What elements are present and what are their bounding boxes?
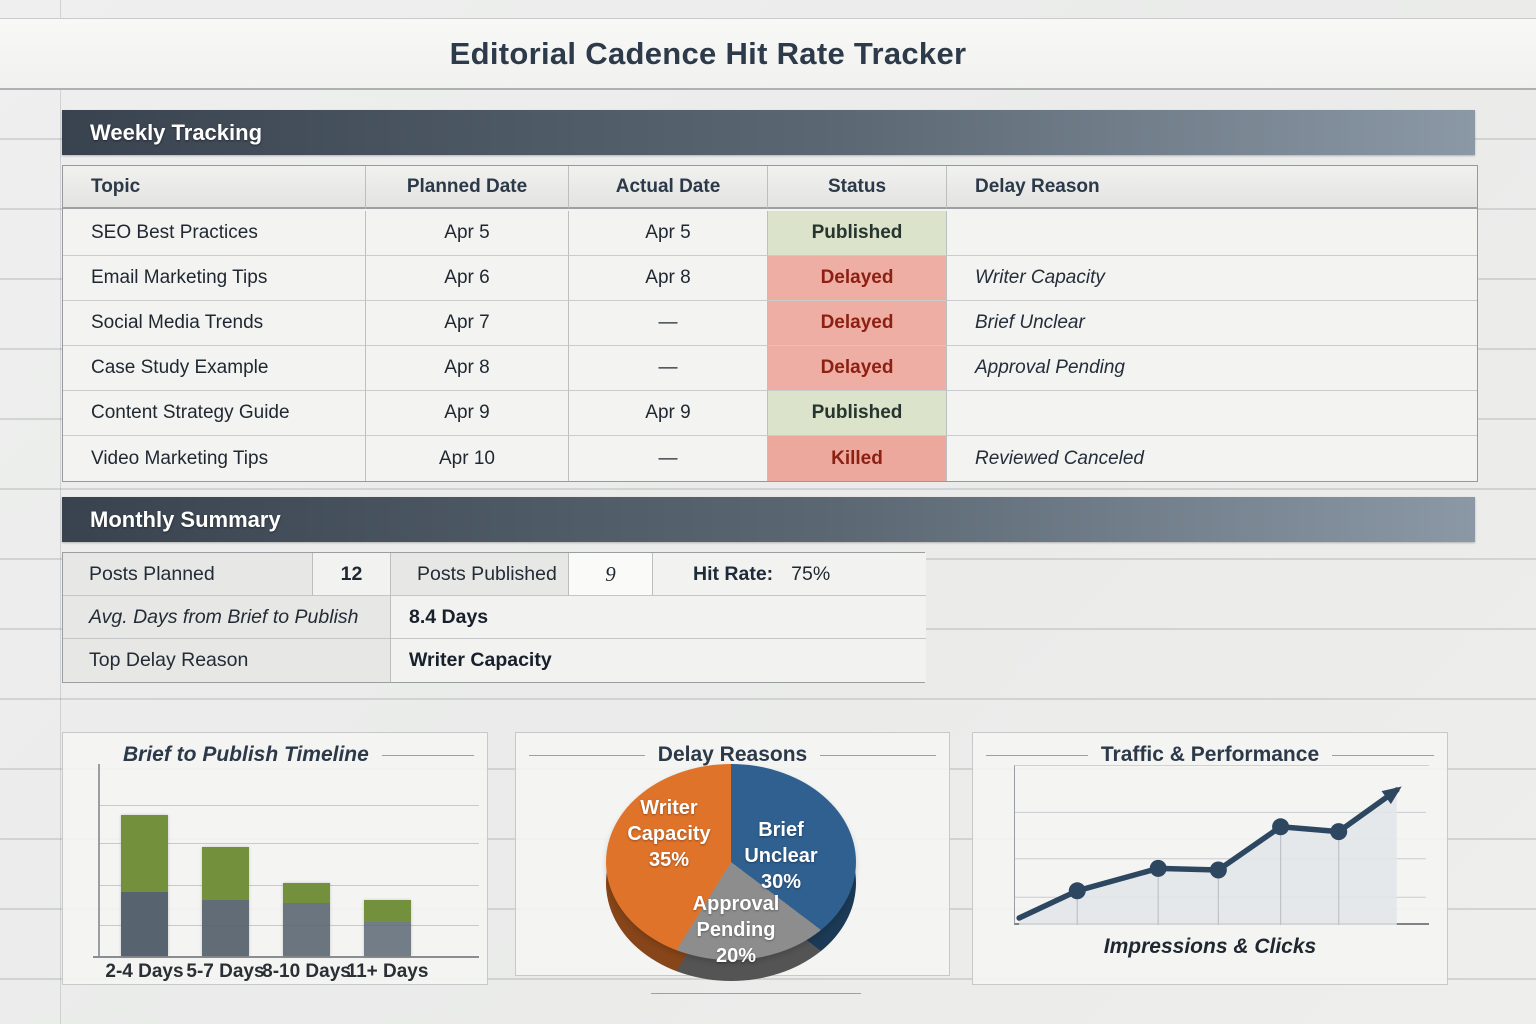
title-band: Editorial Cadence Hit Rate Tracker (0, 18, 1536, 90)
status-badge: Published (768, 391, 947, 436)
planned-cell: Apr 8 (366, 346, 569, 391)
pie-slice-label-brief-unclear: Brief Unclear 30% (744, 819, 818, 893)
status-badge: Published (768, 211, 947, 256)
reason-cell (947, 211, 1477, 256)
planned-cell: Apr 6 (366, 256, 569, 301)
title-rule (381, 754, 474, 756)
pie-chart-title-row: Delay Reasons (516, 741, 949, 769)
planned-cell: Apr 10 (366, 436, 569, 481)
reason-cell (947, 391, 1477, 436)
bar-chart-panel: Brief to Publish Timeline 2-4 Days 5-7 Da… (62, 732, 488, 985)
page-margin-rule (60, 0, 61, 1024)
col-header-planned-date: Planned Date (366, 166, 569, 209)
hit-rate-cell: Hit Rate: 75% (653, 553, 926, 596)
pie-chart (606, 764, 856, 960)
actual-cell: — (569, 346, 768, 391)
status-badge: Delayed (768, 301, 947, 346)
posts-published-value: 9 (569, 553, 653, 596)
actual-cell: Apr 9 (569, 391, 768, 436)
pie-slice-label-writer-capacity: Writer Capacity 35% (627, 797, 711, 871)
reason-cell: Writer Capacity (947, 256, 1477, 301)
hit-rate-value: 75% (791, 562, 831, 585)
top-delay-label: Top Delay Reason (63, 639, 391, 682)
pie-slice-label-approval-pending: Approval Pending 20% (692, 893, 780, 967)
reason-cell: Reviewed Canceled (975, 447, 1144, 469)
top-delay-value: Writer Capacity (391, 639, 926, 682)
actual-cell: — (569, 436, 768, 481)
line-chart-caption: Impressions & Clicks (1103, 935, 1317, 958)
status-badge: Delayed (768, 256, 947, 301)
y-axis (98, 764, 100, 958)
title-rule (820, 754, 937, 756)
bar-category-label: 2-4 Days (105, 961, 184, 982)
bar-category-labels: 2-4 Days 5-7 Days 8-10 Days 11+ Days (63, 961, 487, 985)
decorative-rule (651, 993, 861, 994)
status-badge: Delayed (768, 346, 947, 391)
avg-days-value: 8.4 Days (391, 596, 926, 639)
topic-cell: Email Marketing Tips (63, 256, 366, 301)
title-rule (1332, 754, 1434, 756)
line-chart-panel: Traffic & Performance Impressions & Clic… (972, 732, 1448, 985)
actual-cell: Apr 5 (569, 211, 768, 256)
pie-chart-panel: Delay Reasons Writer Capacity 35% Brief … (515, 732, 950, 994)
posts-published-label: Posts Published (391, 553, 569, 596)
title-rule (986, 754, 1088, 756)
page-title: Editorial Cadence Hit Rate Tracker (449, 35, 967, 71)
weekly-tracking-table: Topic Planned Date Actual Date Status De… (62, 165, 1478, 482)
actual-cell: Apr 8 (569, 256, 768, 301)
topic-cell: Case Study Example (63, 346, 366, 391)
reason-cell: Approval Pending (947, 346, 1477, 391)
topic-cell: Video Marketing Tips (63, 436, 366, 481)
line-chart-title: Traffic & Performance (1100, 743, 1320, 766)
planned-cell: Apr 9 (366, 391, 569, 436)
traffic-line-chart (1015, 786, 1426, 925)
col-header-actual-date: Actual Date (569, 166, 768, 209)
title-rule (529, 754, 645, 756)
bar-chart-plot (63, 764, 487, 958)
gridline (98, 843, 479, 844)
bar-chart-title: Brief to Publish Timeline (123, 743, 369, 766)
topic-cell: Social Media Trends (63, 301, 366, 346)
col-header-status: Status (768, 166, 947, 209)
status-badge: Killed (768, 436, 947, 481)
x-axis (93, 956, 479, 958)
planned-cell: Apr 5 (366, 211, 569, 256)
col-header-topic: Topic (63, 166, 366, 209)
hit-rate-label: Hit Rate: (693, 562, 774, 585)
reason-cell: Brief Unclear (947, 301, 1477, 346)
monthly-summary-table: Posts Planned 12 Posts Published 9 Hit R… (62, 552, 926, 683)
weekly-tracking-header: Weekly Tracking (62, 110, 1475, 155)
pie-chart-title: Delay Reasons (657, 743, 808, 766)
line-chart-plot (1014, 765, 1429, 925)
bar-2-4-days (121, 815, 168, 956)
bar-11-days (364, 899, 411, 956)
posts-planned-label: Posts Planned (63, 553, 313, 596)
bar-8-10-days (283, 882, 330, 956)
topic-cell: SEO Best Practices (63, 211, 366, 256)
topic-cell: Content Strategy Guide (63, 391, 366, 436)
bar-category-label: 5-7 Days (186, 961, 265, 982)
planned-cell: Apr 7 (366, 301, 569, 346)
col-header-delay-reason: Delay Reason (947, 166, 1477, 209)
actual-cell: — (569, 301, 768, 346)
bar-category-label: 11+ Days (346, 961, 429, 982)
line-chart-title-row: Traffic & Performance (973, 741, 1447, 769)
avg-days-label: Avg. Days from Brief to Publish (63, 596, 391, 639)
bar-5-7-days (202, 846, 249, 956)
bar-category-label: 8-10 Days (262, 961, 351, 982)
bar-chart-title-row: Brief to Publish Timeline (63, 741, 487, 769)
posts-planned-value: 12 (313, 553, 391, 596)
monthly-summary-header: Monthly Summary (62, 497, 1475, 542)
gridline (98, 805, 479, 806)
